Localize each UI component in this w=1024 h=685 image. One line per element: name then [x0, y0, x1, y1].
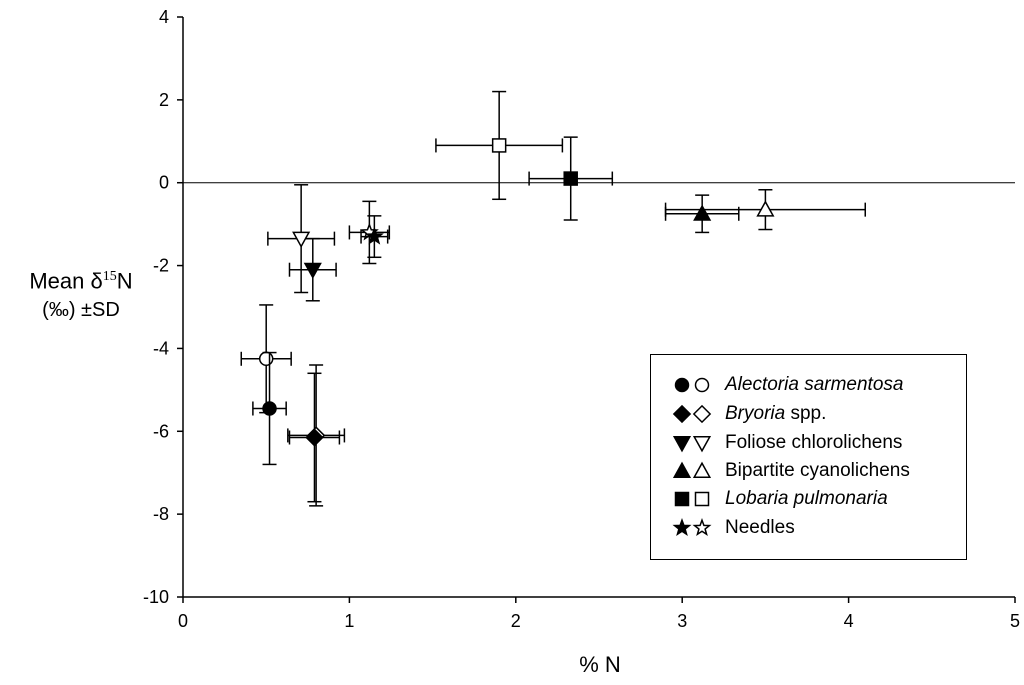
data-point-triangle-up-filled: [664, 194, 740, 234]
legend-marker-square-open: [694, 491, 710, 507]
marker-triangle-up: [693, 204, 712, 221]
y-axis-label-superscript: 15: [102, 269, 117, 284]
y-tick-label: -2: [153, 256, 169, 276]
legend-symbols-diamond: [672, 404, 712, 424]
marker-star: [364, 226, 384, 245]
data-point-square-open: [435, 90, 564, 201]
y-axis-label-n: N: [116, 268, 133, 294]
legend-marker-square-filled: [674, 491, 690, 507]
marker-square: [491, 138, 507, 153]
marker-square: [563, 171, 578, 186]
x-axis-label: % N: [579, 652, 621, 677]
marker-diamond: [305, 428, 324, 447]
legend-symbols-star: [672, 518, 712, 537]
legend-symbols-triangle-down: [672, 436, 712, 453]
legend-symbols-square: [674, 491, 710, 507]
legend-symbols-triangle-up: [672, 461, 712, 478]
legend-marker-circle-filled: [674, 377, 690, 393]
y-axis-label: Mean δ15N (‰) ±SD: [6, 262, 156, 324]
legend-marker-triangle-down-open: [692, 436, 712, 453]
legend-label-bryoria: Bryoria: [725, 403, 786, 424]
legend-label-bipartite: Bipartite cyanolichens: [725, 460, 910, 481]
data-point-star-open: [348, 200, 391, 265]
legend-marker-diamond-filled: [672, 404, 692, 424]
marker-triangle-down: [292, 231, 311, 248]
x-tick-label: 3: [677, 611, 687, 631]
marker-circle: [262, 401, 277, 416]
y-tick-label: -10: [143, 587, 169, 607]
legend-marker-star-open: [692, 518, 712, 537]
marker-triangle-up: [756, 200, 775, 217]
x-tick-label: 5: [1010, 611, 1020, 631]
legend-item-alectoria: Alectoria sarmentosa: [669, 372, 903, 398]
legend-item-needles: Needles: [669, 515, 795, 541]
legend: Alectoria sarmentosa Bryoria spp. Folios…: [650, 354, 967, 560]
y-tick-label: 2: [159, 90, 169, 110]
y-tick-label: 4: [159, 7, 169, 27]
data-point-circle-open: [240, 304, 292, 414]
y-tick-label: -6: [153, 421, 169, 441]
data-point-diamond-filled: [288, 372, 341, 503]
x-tick-label: 2: [511, 611, 521, 631]
legend-marker-circle-open: [694, 377, 710, 393]
y-tick-label: 0: [159, 173, 169, 193]
y-tick-label: -8: [153, 504, 169, 524]
legend-marker-triangle-up-open: [692, 461, 712, 478]
legend-marker-triangle-down-filled: [672, 436, 692, 453]
legend-item-bipartite: Bipartite cyanolichens: [669, 458, 910, 484]
legend-label-bryoria-suffix: spp.: [785, 403, 827, 424]
data-point-triangle-down-filled: [288, 237, 337, 302]
y-axis-label-mean: Mean δ: [29, 268, 103, 294]
legend-label-needles: Needles: [725, 517, 795, 538]
data-point-triangle-down-open: [267, 184, 336, 294]
legend-label-foliose: Foliose chlorolichens: [725, 432, 903, 453]
data-point-square-filled: [528, 136, 614, 221]
data-point-star-filled: [360, 215, 389, 259]
legend-symbols-circle: [674, 377, 710, 393]
marker-circle: [258, 351, 274, 367]
legend-label-lobaria: Lobaria pulmonaria: [725, 488, 888, 509]
marker-triangle-down: [303, 262, 322, 280]
x-tick-label: 4: [844, 611, 854, 631]
legend-item-foliose: Foliose chlorolichens: [669, 430, 902, 456]
legend-marker-star-filled: [672, 518, 692, 537]
data-point-circle-filled: [252, 351, 287, 466]
y-tick-label: -4: [153, 338, 169, 358]
x-tick-label: 1: [344, 611, 354, 631]
legend-marker-diamond-open: [692, 404, 712, 424]
legend-marker-triangle-up-filled: [672, 461, 692, 478]
x-tick-label: 0: [178, 611, 188, 631]
legend-label-alectoria: Alectoria sarmentosa: [725, 374, 904, 395]
legend-item-lobaria: Lobaria pulmonaria: [669, 486, 888, 512]
legend-item-bryoria: Bryoria spp.: [669, 401, 826, 427]
y-axis-label-unit: (‰) ±SD: [42, 299, 120, 322]
